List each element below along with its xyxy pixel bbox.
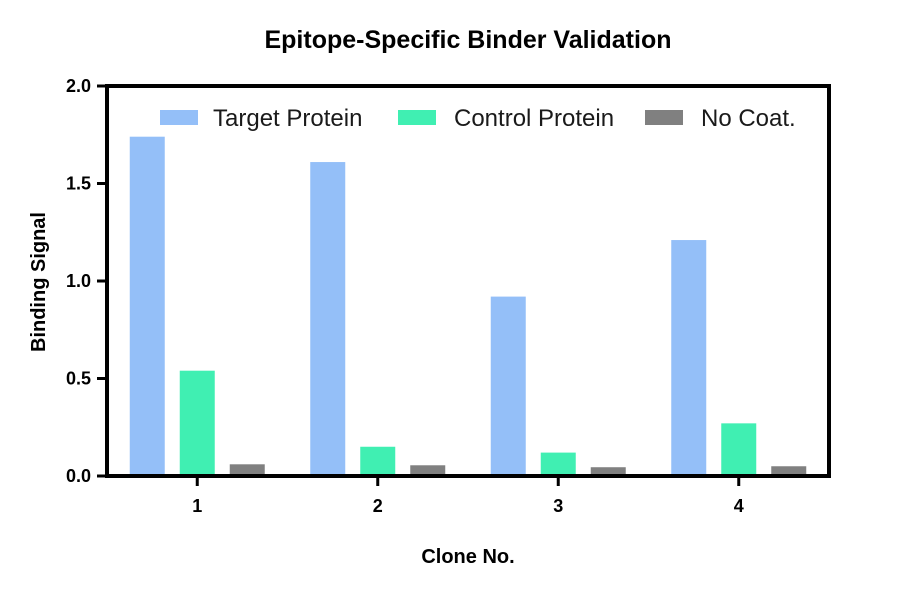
bars-layer [129,136,807,477]
legend-label-no-coat: No Coat. [701,105,796,132]
bar-no-coat-clone-1 [229,464,265,476]
x-tick-label: 4 [734,496,744,516]
x-tick-label: 3 [553,496,563,516]
legend: Target Protein Control Protein No Coat. [160,105,796,132]
x-tick-label: 2 [373,496,383,516]
bar-target-protein-clone-3 [490,296,526,476]
bar-control-protein-clone-2 [360,446,396,476]
axes-layer: 1 2 3 4 0.0 0.5 1.0 1.5 2.0 [66,76,831,516]
bar-no-coat-clone-3 [590,467,626,476]
y-tick-label: 0.0 [66,466,91,486]
legend-label-control-protein: Control Protein [454,105,614,132]
y-tick-label: 0.5 [66,369,91,389]
legend-label-target-protein: Target Protein [213,105,362,132]
plot-frame [105,84,831,478]
y-tick-label: 1.0 [66,271,91,291]
y-tick-label: 1.5 [66,174,91,194]
bar-no-coat-clone-2 [410,465,446,476]
legend-swatch-control-protein [398,110,436,125]
bar-no-coat-clone-4 [771,466,807,476]
y-axis-label: Binding Signal [28,212,50,352]
chart-title: Epitope-Specific Binder Validation [264,26,671,54]
x-tick-label: 1 [192,496,202,516]
bar-target-protein-clone-2 [310,162,346,477]
bar-target-protein-clone-1 [129,136,165,476]
bar-control-protein-clone-4 [721,423,757,476]
legend-swatch-no-coat [645,110,683,125]
bar-control-protein-clone-3 [540,452,576,476]
bar-target-protein-clone-4 [671,240,707,476]
bar-control-protein-clone-1 [179,370,215,476]
y-tick-label: 2.0 [66,76,91,96]
legend-swatch-target-protein [160,110,198,125]
x-axis-label: Clone No. [421,546,514,568]
